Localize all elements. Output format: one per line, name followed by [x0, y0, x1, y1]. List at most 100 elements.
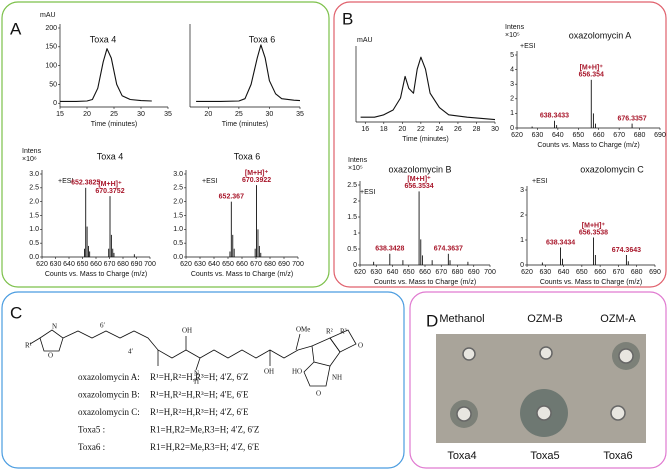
x-tick-label: 690	[278, 261, 290, 268]
x-tick-label: 30	[266, 111, 274, 118]
chromatogram	[60, 48, 152, 102]
y-tick-label: 1.5	[29, 212, 39, 219]
y-tick-label: 100	[45, 62, 57, 69]
ion-mode: +ESI	[532, 178, 547, 185]
peak-label: 652.3825	[71, 180, 100, 187]
x-tick-label: 690	[468, 269, 480, 276]
x-tick-label: 640	[63, 261, 75, 268]
y-tick-label: 2.0	[173, 199, 183, 206]
y-tick-label: 1	[510, 110, 514, 117]
x-tick-label: 680	[264, 261, 276, 268]
x-tick-label: 640	[387, 269, 399, 276]
atom-label: O	[48, 352, 53, 360]
peak-ion: [M+H]⁺	[580, 65, 604, 72]
x-axis-label: Counts vs. Mass to Charge (m/z)	[537, 142, 639, 149]
compound-name: Toxa6 :	[78, 442, 105, 452]
compound-desc: R¹=H,R²=H,R³=H; 4′E, 6′E	[150, 390, 249, 400]
peak-label: 656.3534	[404, 183, 433, 190]
x-tick-label: 690	[654, 132, 666, 139]
y-tick-label: 5	[510, 52, 514, 59]
x-tick-label: 640	[552, 132, 564, 139]
x-tick-label: 650	[403, 269, 415, 276]
y-tick-label: 0	[53, 100, 57, 107]
x-tick-label: 700	[292, 261, 304, 268]
peak-label: 674.3637	[434, 246, 463, 253]
x-tick-label: 630	[539, 269, 551, 276]
x-tick-label: 28	[473, 126, 481, 133]
x-tick-label: 660	[594, 269, 606, 276]
y-tick-label: 1.0	[173, 226, 183, 233]
peak-label: 656.3538	[579, 229, 608, 236]
y-tick-label: 4	[510, 66, 514, 73]
y-tick-label: 1	[520, 237, 524, 244]
y-tick-label: 200	[45, 25, 57, 32]
ion-mode: +ESI	[360, 189, 375, 196]
y-axis-unit: ×10⁵	[348, 165, 363, 172]
x-tick-label: 35	[296, 111, 304, 118]
peak-label: 638.3433	[540, 113, 569, 120]
x-tick-label: 25	[235, 111, 243, 118]
peak-label: 656.354	[579, 72, 604, 79]
atom-label: OH	[264, 368, 274, 376]
y-tick-label: 1.5	[347, 214, 357, 221]
x-tick-label: 30	[137, 111, 145, 118]
x-axis-label: Counts vs. Mass to Charge (m/z)	[374, 279, 476, 286]
y-axis-label: mAU	[40, 12, 56, 19]
y-tick-label: 2	[510, 96, 514, 103]
x-tick-label: 620	[521, 269, 533, 276]
y-tick-label: 3	[520, 187, 524, 194]
x-tick-label: 630	[50, 261, 62, 268]
x-tick-label: 630	[370, 269, 382, 276]
x-axis-label: Counts vs. Mass to Charge (m/z)	[45, 271, 147, 278]
x-tick-label: 650	[572, 132, 584, 139]
compound-desc: R1=H,R2=Me,R3=H; 4′Z, 6′Z	[150, 425, 259, 435]
compound-desc: R1=H,R2=Me,R3=H; 4′Z, 6′E	[150, 442, 260, 452]
y-tick-label: 3	[510, 81, 514, 88]
x-tick-label: 620	[36, 261, 48, 268]
x-tick-label: 670	[104, 261, 116, 268]
x-tick-label: 25	[110, 111, 118, 118]
x-axis-label: Time (minutes)	[91, 121, 137, 128]
x-tick-label: 650	[576, 269, 588, 276]
disk-label: OZM-B	[527, 313, 562, 325]
panel-label: D	[426, 311, 438, 330]
peak-ion: [M+H]⁺	[245, 170, 269, 177]
y-tick-label: 0.5	[29, 240, 39, 247]
x-axis-label: Time (minutes)	[222, 121, 268, 128]
peak-ion: [M+H]⁺	[582, 222, 606, 229]
y-tick-label: 2	[353, 198, 357, 205]
chart-title: Toxa 4	[90, 34, 117, 44]
compound-name: oxazolomycin B:	[78, 390, 140, 400]
y-tick-label: 1.5	[173, 212, 183, 219]
chart-title: oxazolomycin C	[580, 164, 644, 174]
x-tick-label: 620	[180, 261, 192, 268]
y-axis-label: Intens	[348, 157, 368, 164]
chart-title: Toxa 6	[249, 34, 276, 44]
atom-label: R³	[340, 328, 347, 336]
y-axis-unit: ×10⁵	[505, 32, 520, 39]
y-tick-label: 3.0	[29, 171, 39, 178]
x-tick-label: 640	[208, 261, 220, 268]
y-tick-label: 150	[45, 44, 57, 51]
x-tick-label: 700	[484, 269, 496, 276]
x-tick-label: 22	[417, 126, 425, 133]
atom-label: H	[194, 378, 199, 386]
disk-label: Methanol	[439, 313, 484, 325]
x-tick-label: 700	[144, 261, 156, 268]
x-tick-label: 670	[250, 261, 262, 268]
x-tick-label: 35	[164, 111, 172, 118]
y-tick-label: 2.5	[347, 182, 357, 189]
y-tick-label: 3.0	[173, 171, 183, 178]
x-tick-label: 680	[634, 132, 646, 139]
compound-desc: R¹=H,R²=H,R³=H; 4′Z, 6′Z	[150, 372, 249, 382]
x-tick-label: 680	[631, 269, 643, 276]
x-tick-label: 26	[454, 126, 462, 133]
disk-label: Toxa5	[530, 450, 559, 462]
y-tick-label: 0	[510, 125, 514, 132]
x-tick-label: 630	[194, 261, 206, 268]
y-tick-label: 0.5	[173, 240, 183, 247]
y-tick-label: 0.5	[347, 246, 357, 253]
atom-label: N	[194, 370, 199, 378]
panel-c-frame	[1, 291, 405, 469]
